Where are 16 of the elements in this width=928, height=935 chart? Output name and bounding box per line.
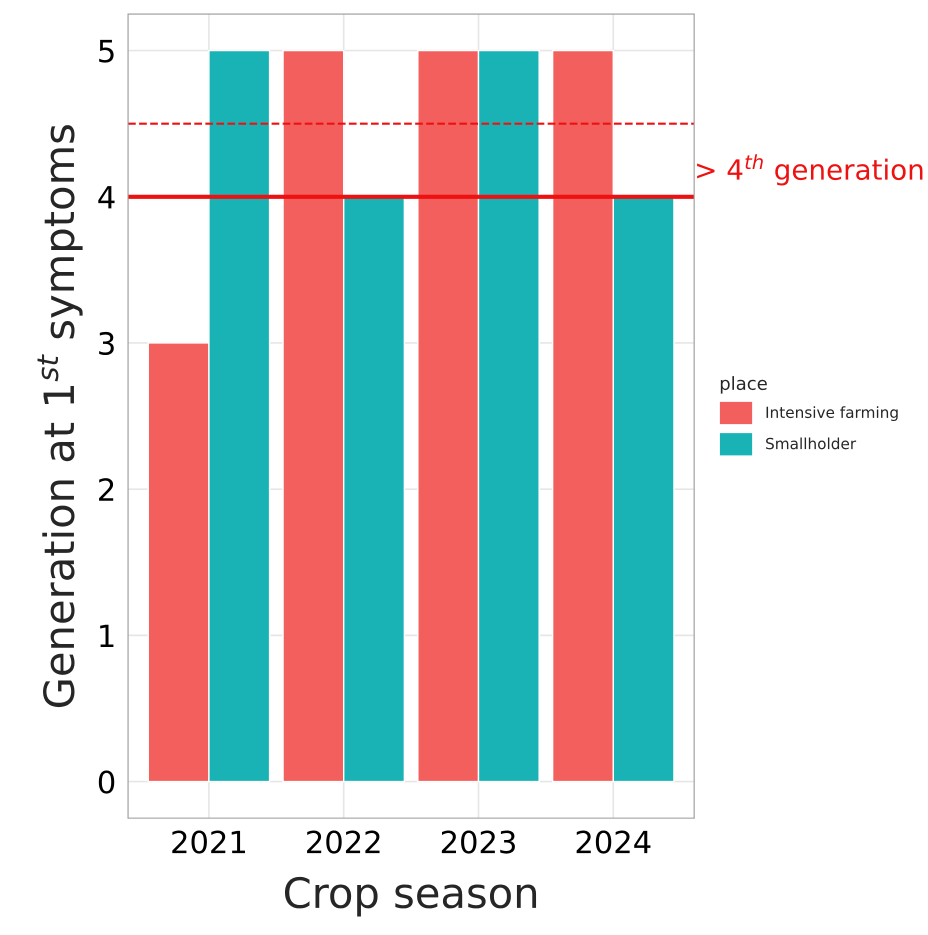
y-axis-title: Generation at 1$^{st}$ symptoms [38,125,83,708]
x-tick-label: 2021 [172,830,245,854]
y-tick-label: 4 [98,186,115,208]
x-axis-title: Crop season [284,876,536,916]
y-tick-label: 3 [99,332,114,356]
y-tick-label: 0 [98,770,114,794]
legend-label: Smallholder [766,437,856,450]
y-tick-label: 1 [100,624,114,647]
y-tick-label: 2 [99,478,114,501]
x-tick-label: 2024 [576,830,650,854]
ref-line-label: > 4$^{th}$ generation [697,154,922,186]
x-tick-label: 2022 [307,830,380,854]
y-tick-label: 5 [99,40,114,63]
x-tick-label: 2023 [442,830,515,854]
legend-label: Intensive farming [766,406,898,422]
legend-title: place [720,376,767,394]
